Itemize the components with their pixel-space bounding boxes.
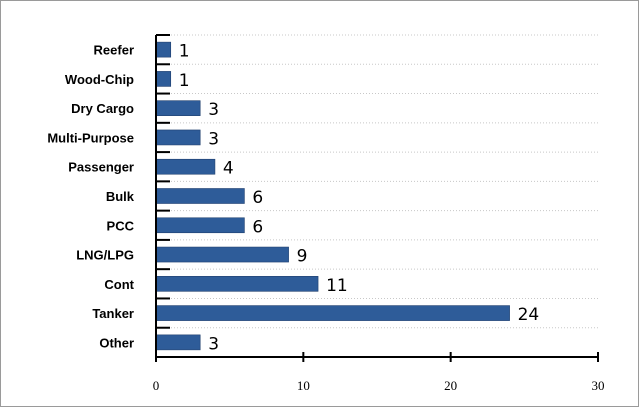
bar-tanker [155, 305, 510, 321]
category-label: Reefer [94, 43, 134, 58]
bar-dry-cargo [155, 100, 201, 116]
labels: Reefer 1 Wood-Chip 1 Dry Cargo 3 Multi-Purpose… [47, 42, 604, 393]
value-label: 9 [297, 247, 308, 267]
x-tick-label: 10 [297, 378, 310, 393]
category-label: Passenger [68, 160, 134, 175]
bar-other [155, 334, 201, 351]
bar-passenger [155, 158, 216, 175]
category-label: PCC [107, 218, 135, 233]
value-label: 6 [252, 217, 263, 237]
bar-pcc [155, 217, 245, 234]
value-label: 1 [179, 42, 190, 62]
category-label: Multi-Purpose [47, 130, 134, 145]
bar-cont [155, 276, 319, 292]
bar-lng-lpg [155, 246, 289, 263]
bar-wood-chip [155, 71, 172, 87]
bar-reefer [155, 41, 172, 58]
value-label: 6 [252, 188, 263, 208]
bar-multi-purpose [155, 129, 201, 146]
value-label: 4 [223, 159, 234, 179]
category-label: Wood-Chip [65, 72, 134, 87]
value-label: 24 [518, 305, 540, 325]
x-tick-label: 30 [592, 378, 605, 393]
x-tick-label: 20 [444, 378, 457, 393]
value-label: 1 [179, 71, 190, 91]
category-label: Dry Cargo [71, 101, 134, 116]
value-label: 3 [208, 334, 219, 354]
value-label: 11 [326, 276, 348, 296]
axes [155, 34, 599, 362]
bar-bulk [155, 188, 245, 204]
category-label: Other [99, 335, 134, 350]
bars [155, 41, 510, 351]
category-label: Cont [104, 277, 134, 292]
category-label: LNG/LPG [76, 248, 134, 263]
value-label: 3 [208, 129, 219, 149]
value-label: 3 [208, 100, 219, 120]
x-tick-label: 0 [153, 378, 160, 393]
category-label: Tanker [92, 306, 134, 321]
category-label: Bulk [106, 189, 135, 204]
